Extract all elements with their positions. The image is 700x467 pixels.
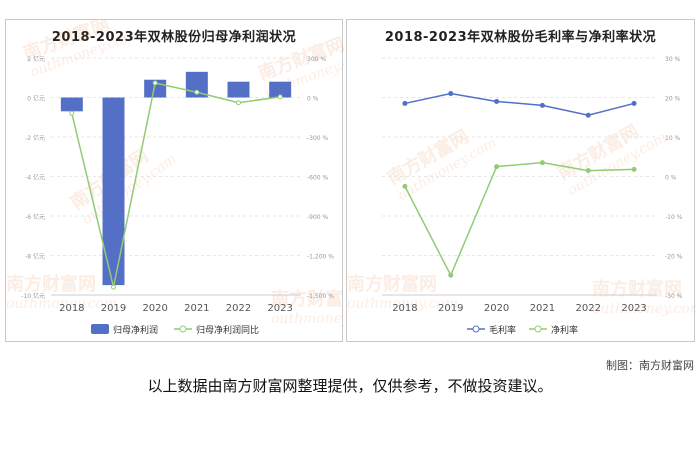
bar-2019 <box>102 97 125 286</box>
y-right-tick-label: -300 % <box>307 135 329 142</box>
point-net-2022 <box>585 168 591 174</box>
point-yoy-2018 <box>69 110 75 116</box>
point-yoy-2021 <box>194 89 200 95</box>
x-tick-label: 2018 <box>392 303 417 314</box>
x-tick-label: 2021 <box>530 303 555 314</box>
watermark-text-cn: 南方财富网 <box>6 273 96 295</box>
legend-swatch-marker <box>534 325 542 333</box>
x-tick-label: 2022 <box>576 303 601 314</box>
watermark-text-cn: 南方财富网 <box>271 288 344 310</box>
legend-bar-label: 归母净利润 <box>113 324 158 336</box>
y-right-tick-label: -1,500 % <box>307 293 334 300</box>
point-gross-2021 <box>539 102 545 108</box>
line-yoy <box>71 82 281 288</box>
legend-label: 净利率 <box>551 324 578 336</box>
legend-line-marker <box>179 325 187 333</box>
y-right-tick-label: 30 % <box>665 56 681 63</box>
point-net-2023 <box>631 166 637 172</box>
x-tick-label: 2023 <box>267 303 292 314</box>
point-yoy-2020 <box>152 80 158 86</box>
disclaimer-text: 以上数据由南方财富网整理提供，仅供参考，不做投资建议。 <box>147 377 553 395</box>
point-gross-2020 <box>494 98 500 104</box>
y-right-tick-label: -1,200 % <box>307 254 334 261</box>
chart-maker-credit: 制图：南方财富网 <box>606 359 694 372</box>
x-tick-label: 2018 <box>59 303 84 314</box>
y-left-tick-label: -4 亿元 <box>25 174 45 182</box>
y-right-tick-label: -30 % <box>665 293 683 300</box>
watermark-text-en: outhmoney.com <box>347 296 458 312</box>
y-right-tick-label: -20 % <box>665 254 683 261</box>
point-gross-2018 <box>402 100 408 106</box>
y-right-tick-label: -600 % <box>307 175 329 182</box>
y-right-tick-label: 300 % <box>307 56 326 63</box>
point-gross-2022 <box>585 112 591 118</box>
x-tick-label: 2019 <box>438 303 463 314</box>
chart-left-title: 2018-2023年双林股份归母净利润状况 <box>51 30 297 45</box>
watermark-text-en: outhmoney.com <box>592 301 696 317</box>
y-right-tick-label: -900 % <box>307 214 329 221</box>
line-gross-margin <box>404 92 635 117</box>
bar-2018 <box>60 97 83 112</box>
chart-right-title: 2018-2023年双林股份毛利率与净利率状况 <box>384 30 657 45</box>
x-tick-label: 2019 <box>101 303 126 314</box>
y-left-tick-label: -6 亿元 <box>25 213 45 221</box>
watermark-text-en: outhmoney.com <box>271 311 344 327</box>
x-tick-label: 2023 <box>621 303 646 314</box>
point-gross-2023 <box>631 100 637 106</box>
y-right-tick-label: 0 % <box>307 96 319 103</box>
y-left-tick-label: 0 亿元 <box>27 95 45 103</box>
watermark-text-en: outhmoney.com <box>6 296 117 312</box>
legend-swatch-marker <box>472 325 480 333</box>
y-left-tick-label: 2 亿元 <box>27 55 45 63</box>
chart-right-panel: 2018-2023年双林股份毛利率与净利率状况 南方财富网 outhmoney.c… <box>346 19 696 342</box>
y-right-tick-label: 0 % <box>665 175 677 182</box>
x-tick-label: 2020 <box>142 303 167 314</box>
x-tick-label: 2022 <box>226 303 251 314</box>
point-yoy-2023 <box>277 94 283 100</box>
y-right-tick-label: 10 % <box>665 135 681 142</box>
point-gross-2019 <box>448 91 454 97</box>
legend-bar-swatch <box>91 324 109 334</box>
y-left-tick-label: -8 亿元 <box>25 253 45 261</box>
x-tick-label: 2020 <box>484 303 509 314</box>
y-right-tick-label: 20 % <box>665 96 681 103</box>
y-left-tick-label: -10 亿元 <box>21 292 45 300</box>
watermark-text-cn: 南方财富网 <box>347 273 437 295</box>
point-net-2019 <box>448 272 454 278</box>
chart-left-svg: 南方财富网outhmoney.com南方财富网outhmoney.com南方财富… <box>6 20 344 336</box>
legend-line-label: 归母净利润同比 <box>196 324 259 336</box>
point-net-2020 <box>494 164 500 170</box>
y-right-tick-label: -10 % <box>665 214 683 221</box>
point-yoy-2019 <box>111 284 116 290</box>
point-yoy-2022 <box>236 100 241 106</box>
chart-left-panel: 2018-2023年双林股份归母净利润状况 南方财富网 outhmoney.com… <box>5 19 344 342</box>
line-net-margin <box>404 161 635 278</box>
x-tick-label: 2021 <box>184 303 209 314</box>
legend-label: 毛利率 <box>489 324 516 336</box>
bar-2023 <box>269 81 292 98</box>
point-net-2018 <box>402 183 408 189</box>
y-left-tick-label: -2 亿元 <box>25 134 45 142</box>
bar-2022 <box>227 81 250 98</box>
point-net-2021 <box>539 160 545 166</box>
